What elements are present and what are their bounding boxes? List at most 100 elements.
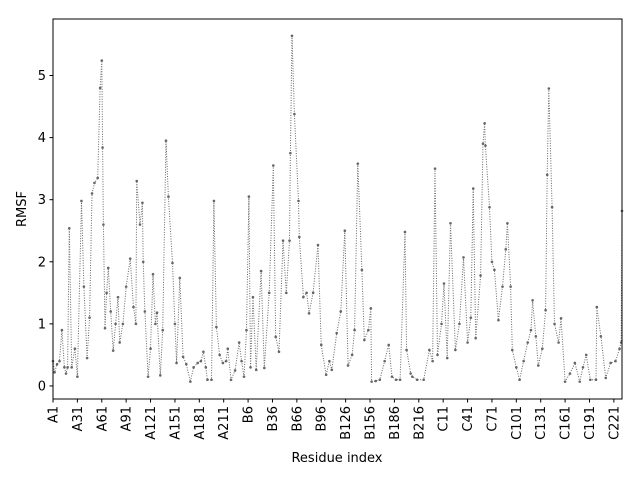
rmsf-point [509, 285, 512, 288]
rmsf-point [247, 195, 251, 198]
x-axis: A1 A31 A61 A91 A121 A151 A181 A211 B6 B36 B66 B96 B1… [47, 399, 622, 440]
rmsf-point [204, 366, 208, 369]
rmsf-point [469, 316, 473, 319]
rmsf-point [488, 205, 491, 209]
rmsf-point [154, 322, 157, 326]
rmsf-point [105, 291, 108, 295]
rmsf-point [440, 322, 443, 326]
rmsf-point [462, 256, 465, 259]
rmsf-point [442, 282, 446, 285]
rmsf-point [143, 310, 147, 313]
rmsf-point [146, 375, 150, 378]
rmsf-point [553, 322, 556, 326]
rmsf-point [363, 338, 366, 342]
rmsf-point [192, 366, 195, 369]
rmsf-point [164, 139, 168, 142]
rmsf-point [370, 380, 373, 383]
y-axis-label: RMSF [15, 191, 30, 227]
rmsf-point [178, 276, 182, 280]
rmsf-point [221, 361, 225, 365]
y-tick-label: 5 [38, 69, 46, 84]
rmsf-point [245, 328, 248, 332]
x-tick-label: C191 [583, 406, 598, 440]
rmsf-point [284, 291, 288, 295]
rmsf-point [515, 366, 518, 369]
series-layer [51, 34, 624, 384]
rmsf-point [202, 350, 205, 354]
rmsf-point [609, 361, 612, 365]
rmsf-point [493, 268, 496, 272]
rmsf-point [73, 347, 77, 351]
plot-frame [52, 18, 623, 400]
y-tick-label: 0 [38, 379, 46, 394]
rmsf-point [378, 378, 382, 382]
x-tick-label: B6 [242, 406, 257, 423]
rmsf-point [387, 343, 391, 347]
y-tick-label: 4 [38, 131, 46, 146]
rmsf-point [82, 285, 86, 288]
rmsf-point [297, 235, 301, 239]
rmsf-point [64, 372, 68, 375]
rmsf-point [66, 366, 69, 369]
rmsf-point [497, 318, 500, 322]
rmsf-point [374, 379, 378, 383]
rmsf-point [271, 164, 275, 167]
rmsf-point [544, 308, 547, 312]
rmsf-point [141, 260, 145, 264]
rmsf-point [121, 322, 125, 326]
x-tick-label: A61 [95, 406, 110, 431]
rmsf-point [316, 243, 320, 247]
rmsf-point [522, 359, 525, 363]
rmsf-point [458, 322, 461, 326]
x-tick-label: A151 [168, 406, 183, 440]
rmsf-point [445, 356, 449, 360]
rmsf-point [281, 239, 285, 242]
x-tick-label: C221 [607, 406, 622, 440]
rmsf-point [614, 359, 617, 363]
rmsf-point [240, 359, 243, 363]
x-tick-label: C161 [559, 406, 574, 440]
rmsf-point [545, 173, 549, 177]
rmsf-point [218, 353, 221, 357]
rmsf-point [289, 151, 292, 155]
rmsf-point [415, 378, 419, 382]
rmsf-point [88, 316, 91, 319]
y-axis: 0 1 2 3 4 5 [38, 69, 53, 394]
rmsf-point [96, 176, 100, 180]
x-tick-label: A211 [217, 406, 232, 440]
rmsf-point [390, 375, 394, 378]
rmsf-point [526, 341, 530, 344]
rmsf-point [215, 325, 218, 329]
rmsf-point [116, 295, 120, 299]
rmsf-point [618, 347, 621, 351]
rmsf-point [90, 192, 94, 195]
rmsf-point [134, 322, 138, 326]
x-tick-label: B216 [412, 406, 427, 440]
rmsf-point [398, 378, 402, 382]
rmsf-point [604, 376, 608, 380]
rmsf-point [100, 59, 104, 62]
rmsf-point [102, 223, 105, 226]
rmsf-point [410, 375, 414, 378]
rmsf-point [563, 380, 567, 383]
y-tick-label: 1 [38, 317, 46, 332]
rmsf-point [578, 380, 582, 383]
rmsf-point [293, 112, 296, 116]
x-tick-label: B66 [290, 406, 305, 431]
rmsf-point [124, 285, 128, 288]
rmsf-point [135, 179, 139, 183]
rmsf-point [267, 291, 271, 295]
rmsf-point [210, 378, 213, 382]
rmsf-point [132, 305, 135, 309]
rmsf-point [501, 285, 504, 288]
rmsf-point [328, 359, 331, 363]
rmsf-point [536, 364, 540, 367]
rmsf-point [394, 378, 398, 382]
rmsf-point [175, 361, 178, 365]
x-tick-label: A121 [144, 406, 159, 440]
x-tick-label: A181 [193, 406, 208, 440]
rmsf-point [114, 322, 117, 326]
rmsf-point [118, 341, 121, 344]
rmsf-point [101, 146, 104, 149]
